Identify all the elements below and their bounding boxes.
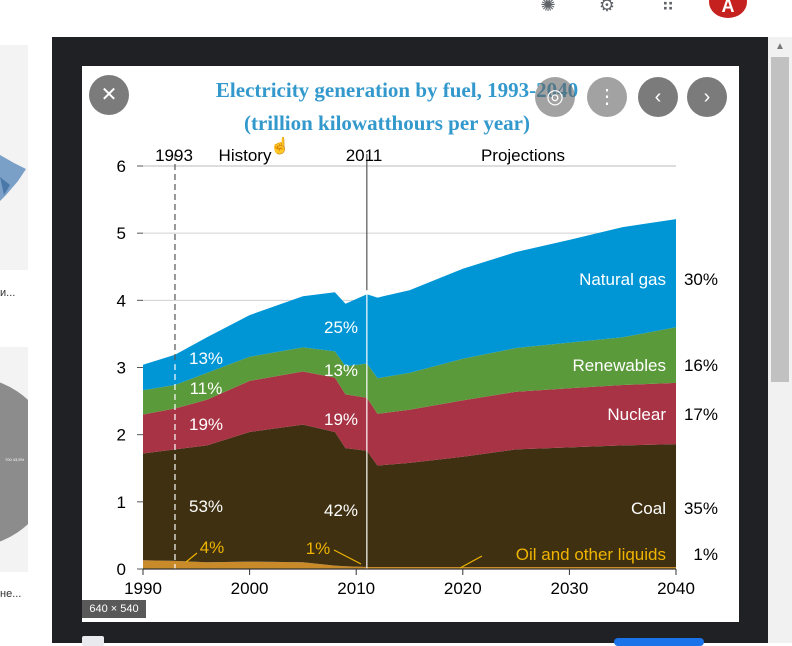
chevron-left-icon: ‹ xyxy=(654,86,662,108)
result-thumbnail-1[interactable] xyxy=(0,45,28,270)
scroll-up-icon[interactable]: ▲ xyxy=(775,41,785,52)
period-label-1993: 1993 xyxy=(155,146,193,165)
previous-image-button[interactable]: ‹ xyxy=(638,77,678,117)
label-2011-nuclear: 19% xyxy=(324,410,358,429)
label-1993-oil: 4% xyxy=(200,538,225,557)
label-1993-renewables: 13% xyxy=(189,349,223,368)
area-oil-and-other-liquids xyxy=(143,560,676,569)
thumbnail-map-image xyxy=(0,155,26,201)
chart-axes: 0 1 2 3 4 5 6 1990 2000 2010 2020 2030 2040 xyxy=(117,157,695,598)
leader-oil-label xyxy=(459,555,483,569)
preview-image[interactable]: 0 1 2 3 4 5 6 1990 2000 2010 2020 2030 2040 Electric… xyxy=(82,66,739,622)
y-tick-label: 6 xyxy=(117,157,126,176)
x-tick-label: 2010 xyxy=(337,579,375,598)
label-1993-nuclear-upper: 11% xyxy=(190,379,223,398)
x-tick-label: 2000 xyxy=(231,579,269,598)
label-2011-oil: 1% xyxy=(306,539,331,558)
chart-data-labels: 13% 11% 19% 53% 4% 25% 13% 19% 42% 1% Natural gas 3… xyxy=(185,270,718,569)
series-share-2040: 35% xyxy=(684,499,718,518)
period-label-history: History xyxy=(219,146,272,165)
series-share-2040: 30% xyxy=(684,270,718,289)
leader-2011-oil xyxy=(333,549,362,565)
y-tick-label: 1 xyxy=(117,493,126,512)
area-natural-gas xyxy=(143,219,676,391)
electricity-generation-chart: 0 1 2 3 4 5 6 1990 2000 2010 2020 2030 2040 Electric… xyxy=(117,78,718,598)
label-1993-nuclear: 19% xyxy=(189,415,223,434)
label-1993-coal: 53% xyxy=(189,497,223,516)
thumbnail-pie-label: 700 43,5% xyxy=(5,457,25,462)
label-2011-renewables: 13% xyxy=(324,361,358,380)
apps-icon[interactable]: ⠿ xyxy=(661,0,675,15)
series-label-coal: Coal xyxy=(631,499,666,518)
y-tick-label: 4 xyxy=(117,291,126,310)
results-sidebar: и... 700 43,5% не... xyxy=(0,37,52,643)
series-label-renewables: Renewables xyxy=(572,356,666,375)
thumbnail-1-caption[interactable]: и... xyxy=(0,287,16,299)
x-tick-label: 2040 xyxy=(657,579,695,598)
series-label-natural-gas: Natural gas xyxy=(579,270,666,289)
page-scrollbar[interactable]: ▲ xyxy=(768,37,792,643)
area-coal xyxy=(143,424,676,567)
x-tick-label: 1990 xyxy=(124,579,162,598)
close-icon: ✕ xyxy=(100,84,118,106)
image-dimensions-badge: 640 × 540 xyxy=(82,600,146,618)
chart-areas xyxy=(143,219,676,569)
more-vert-icon: ⋮ xyxy=(597,86,617,108)
bottom-image-icon[interactable] xyxy=(82,636,104,646)
period-label-projections: Projections xyxy=(481,146,565,165)
more-options-button[interactable]: ⋮ xyxy=(587,77,627,117)
chart-title-line2: (trillion kilowatthours per year) xyxy=(244,111,530,135)
period-label-2011: 2011 xyxy=(346,146,383,165)
label-2011-natural-gas: 25% xyxy=(324,318,358,337)
x-tick-label: 2020 xyxy=(444,579,482,598)
thumbnail-2-caption[interactable]: не... xyxy=(0,588,22,600)
series-share-2040: 16% xyxy=(684,356,718,375)
series-share-2040: 1% xyxy=(693,545,718,564)
top-bar: ✺ ⚙ ⠿ A xyxy=(0,0,792,37)
series-label-nuclear: Nuclear xyxy=(607,405,666,424)
series-label-oil-and-other-liquids: Oil and other liquids xyxy=(516,545,666,564)
area-nuclear xyxy=(143,371,676,466)
series-share-2040: 17% xyxy=(684,405,718,424)
bottom-action-button[interactable] xyxy=(614,638,704,646)
result-thumbnail-2[interactable]: 700 43,5% xyxy=(0,347,28,572)
leader-1993-oil xyxy=(185,552,198,563)
y-tick-label: 3 xyxy=(117,359,126,378)
y-tick-label: 2 xyxy=(117,426,126,445)
y-tick-label: 0 xyxy=(117,560,126,579)
label-2011-coal: 42% xyxy=(324,501,358,520)
lens-icon: ◎ xyxy=(546,86,564,108)
chart-title-line1: Electricity generation by fuel, 1993-204… xyxy=(216,78,578,102)
close-button[interactable]: ✕ xyxy=(89,75,129,115)
hand-cursor-icon: ☝ xyxy=(270,138,290,155)
avatar[interactable]: A xyxy=(709,0,747,18)
lens-button[interactable]: ◎ xyxy=(535,77,575,117)
brightness-icon[interactable]: ✺ xyxy=(540,0,556,15)
chart-period-lines xyxy=(174,154,368,569)
thumbnail-pie-image: 700 43,5% xyxy=(0,382,28,542)
scrollbar-thumb[interactable] xyxy=(771,57,789,382)
settings-icon[interactable]: ⚙ xyxy=(598,0,616,15)
y-tick-label: 5 xyxy=(117,224,126,243)
next-image-button[interactable]: › xyxy=(687,77,727,117)
area-renewables xyxy=(143,327,676,415)
chevron-right-icon: › xyxy=(703,86,711,108)
x-tick-label: 2030 xyxy=(550,579,588,598)
